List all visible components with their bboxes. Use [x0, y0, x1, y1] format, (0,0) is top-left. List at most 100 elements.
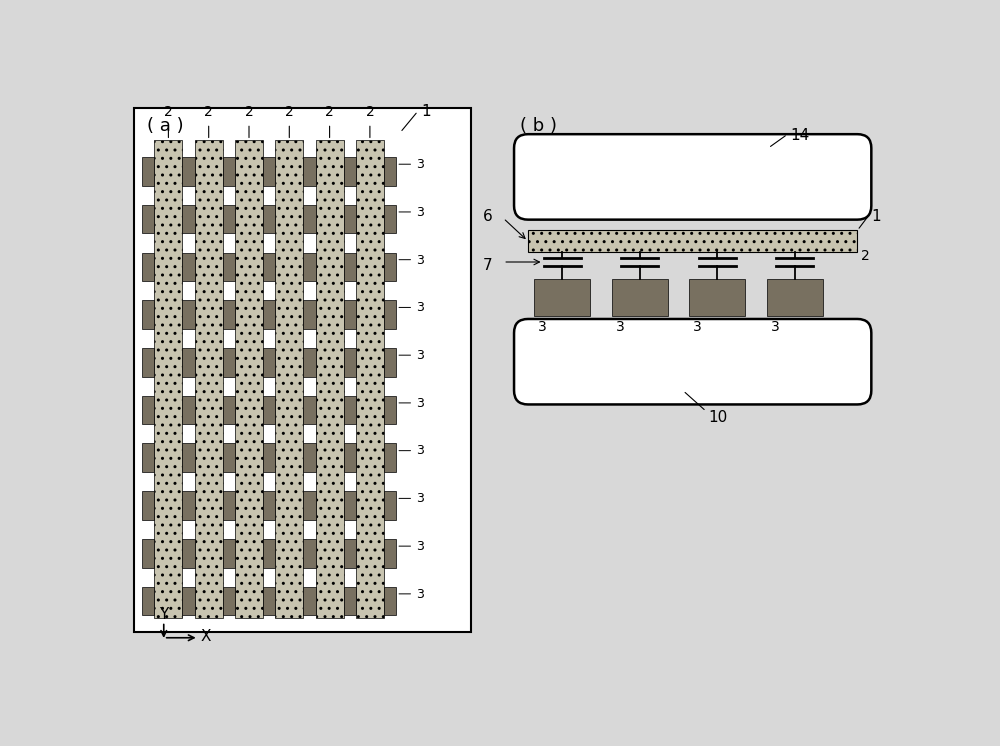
Bar: [182, 586, 195, 615]
Text: ( a ): ( a ): [147, 117, 183, 135]
Bar: [384, 348, 396, 377]
Bar: [263, 539, 275, 568]
Bar: [142, 443, 154, 472]
Bar: [182, 253, 195, 281]
Bar: [344, 491, 356, 520]
Bar: [344, 443, 356, 472]
Bar: [263, 157, 275, 186]
Bar: [223, 586, 235, 615]
Bar: [689, 279, 745, 316]
Bar: [142, 491, 154, 520]
Bar: [223, 539, 235, 568]
Bar: [303, 491, 316, 520]
Text: 3: 3: [416, 492, 424, 505]
Text: 3: 3: [416, 349, 424, 362]
Bar: [142, 253, 154, 281]
Bar: [384, 253, 396, 281]
Text: 3: 3: [416, 206, 424, 219]
Text: 3: 3: [616, 320, 624, 334]
Text: 2: 2: [861, 248, 870, 263]
Bar: [303, 348, 316, 377]
Bar: [384, 491, 396, 520]
Bar: [142, 586, 154, 615]
Bar: [384, 301, 396, 329]
Bar: [344, 301, 356, 329]
Text: ( b ): ( b ): [520, 117, 557, 135]
Text: 2: 2: [285, 104, 294, 119]
Text: 1: 1: [871, 209, 881, 224]
Bar: [263, 348, 275, 377]
Text: 7: 7: [483, 257, 493, 272]
Text: 3: 3: [416, 301, 424, 314]
Bar: [303, 301, 316, 329]
Bar: [223, 205, 235, 233]
Bar: [344, 348, 356, 377]
Text: 3: 3: [416, 397, 424, 410]
Text: 2: 2: [366, 104, 374, 119]
Bar: [384, 157, 396, 186]
Bar: [263, 301, 275, 329]
Bar: [223, 491, 235, 520]
Text: 14: 14: [790, 128, 809, 143]
Text: 3: 3: [416, 158, 424, 171]
Bar: [142, 348, 154, 377]
Bar: [263, 395, 275, 424]
Bar: [142, 539, 154, 568]
Bar: [142, 205, 154, 233]
Text: X: X: [201, 629, 211, 644]
Text: 3: 3: [416, 445, 424, 457]
Bar: [384, 539, 396, 568]
FancyBboxPatch shape: [514, 319, 871, 404]
Bar: [195, 140, 223, 618]
Bar: [223, 348, 235, 377]
Bar: [344, 539, 356, 568]
Bar: [235, 140, 263, 618]
Bar: [263, 253, 275, 281]
Bar: [134, 108, 471, 632]
Text: Y: Y: [159, 607, 168, 622]
Text: 3: 3: [416, 588, 424, 601]
Text: 1: 1: [421, 104, 431, 119]
Bar: [344, 253, 356, 281]
Text: 2: 2: [245, 104, 253, 119]
Bar: [303, 443, 316, 472]
Text: 3: 3: [693, 320, 702, 334]
Bar: [303, 395, 316, 424]
Bar: [182, 157, 195, 186]
Bar: [142, 157, 154, 186]
Bar: [182, 301, 195, 329]
Bar: [182, 443, 195, 472]
Bar: [356, 140, 384, 618]
Bar: [303, 205, 316, 233]
Bar: [303, 586, 316, 615]
Bar: [263, 586, 275, 615]
Text: 3: 3: [538, 320, 547, 334]
Bar: [263, 443, 275, 472]
Bar: [154, 140, 182, 618]
Bar: [344, 157, 356, 186]
Bar: [303, 253, 316, 281]
Bar: [142, 301, 154, 329]
Text: 2: 2: [325, 104, 334, 119]
Bar: [344, 205, 356, 233]
Bar: [344, 395, 356, 424]
Bar: [534, 279, 590, 316]
Bar: [528, 231, 857, 252]
Bar: [384, 586, 396, 615]
Bar: [223, 443, 235, 472]
Bar: [182, 348, 195, 377]
Text: 6: 6: [483, 209, 493, 224]
Bar: [223, 301, 235, 329]
Bar: [612, 279, 668, 316]
Bar: [142, 395, 154, 424]
Bar: [263, 205, 275, 233]
Bar: [223, 253, 235, 281]
Bar: [767, 279, 822, 316]
Bar: [182, 539, 195, 568]
FancyBboxPatch shape: [514, 134, 871, 219]
Bar: [344, 586, 356, 615]
Text: 3: 3: [416, 254, 424, 266]
Text: 3: 3: [416, 540, 424, 553]
Bar: [384, 443, 396, 472]
Text: 3: 3: [771, 320, 779, 334]
